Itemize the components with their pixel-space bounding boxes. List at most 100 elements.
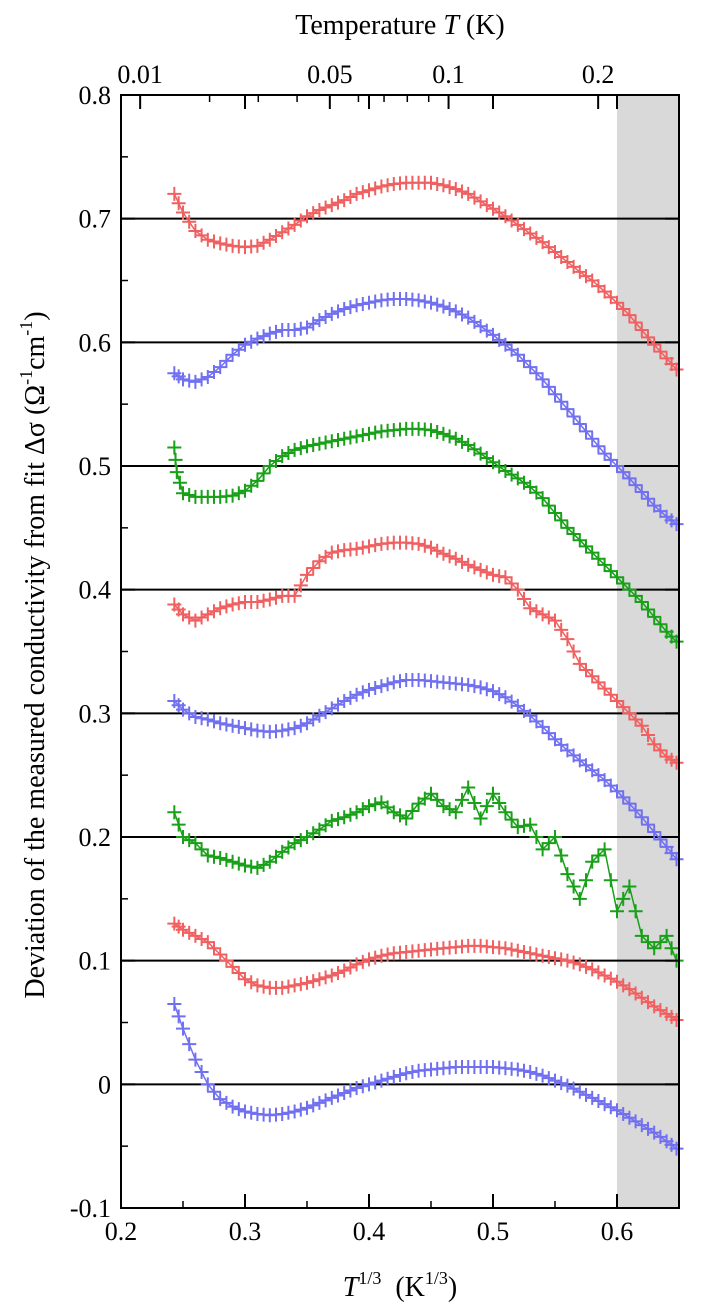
series-1-point-mid: [417, 294, 432, 309]
series-2-point: [622, 582, 637, 597]
series-2-point-mid: [355, 428, 370, 443]
series-7-point-mid: [318, 1093, 333, 1108]
reference-lines-group: [121, 217, 679, 1086]
series-1-point-mid: [256, 329, 271, 344]
series-4-point-mid: [479, 682, 494, 697]
series-4-point: [669, 852, 684, 867]
series-2-point-mid: [628, 588, 643, 603]
series-1-point: [349, 298, 364, 313]
series-3-point-mid: [355, 540, 370, 555]
series-5-point-mid: [405, 804, 420, 819]
y-tick-label: 0.2: [79, 823, 112, 852]
series-1-point-mid: [430, 297, 445, 312]
y-axis-title-text: Deviation of the measured conductivity f…: [20, 385, 51, 999]
series-3-point: [548, 613, 562, 628]
series-2-point: [634, 595, 649, 610]
series-0-point: [424, 175, 438, 190]
series-1-point: [411, 293, 426, 308]
series-3-point-mid: [479, 565, 494, 580]
series-4-point: [386, 675, 401, 690]
series-1: [167, 292, 684, 532]
series-3-point-mid: [306, 561, 321, 576]
series-3-point: [647, 737, 662, 752]
series-4-point: [622, 796, 637, 811]
series-0-point-mid: [207, 234, 221, 249]
y-axis-title-sup2: -1: [16, 321, 36, 336]
shaded-region-group: [617, 95, 679, 1208]
series-5-point-mid: [554, 848, 569, 863]
series-5-point: [510, 820, 525, 835]
series-5-point-mid: [579, 873, 593, 888]
series-5-point: [362, 799, 376, 814]
series-1-point-mid: [306, 316, 321, 331]
series-5-point-mid: [591, 848, 606, 863]
series-2-point: [167, 440, 182, 455]
series-2-point: [275, 449, 290, 464]
series-3-point-mid: [442, 549, 457, 564]
series-7-point-mid: [579, 1087, 593, 1102]
series-2-point-mid: [541, 498, 556, 513]
series-7-point-mid: [517, 1063, 531, 1078]
series-6-point: [287, 978, 302, 993]
series-2-point: [597, 557, 612, 572]
series-3-point: [486, 567, 500, 582]
series-3-point: [200, 607, 215, 622]
series-7-point: [188, 1052, 203, 1067]
series-5-point-mid: [194, 842, 209, 857]
series-1-point: [213, 360, 228, 375]
series-1-point-mid: [269, 324, 283, 339]
series-4-point-mid: [641, 817, 655, 832]
series-6-point: [510, 943, 525, 958]
top-tick-label: 0.01: [117, 60, 163, 89]
series-2-point-mid: [504, 467, 519, 482]
series-5-point-mid: [182, 833, 197, 848]
series-6-point: [324, 968, 339, 983]
series-7-point: [597, 1097, 612, 1112]
series-5-point-mid: [231, 856, 246, 871]
series-2-point-mid: [554, 513, 569, 528]
y-tick-label: 0.8: [79, 81, 112, 110]
series-5-point: [473, 811, 488, 826]
series-1-point: [436, 299, 451, 314]
series-2-point: [349, 429, 364, 444]
series-1-point: [176, 372, 190, 387]
series-2-point: [424, 423, 438, 438]
y-axis-title-sup1: -1: [16, 370, 36, 385]
series-7-point-mid: [554, 1076, 569, 1091]
top-tick-label: 0.2: [582, 60, 615, 89]
series-7-point: [324, 1090, 339, 1105]
series-5-point: [167, 805, 182, 820]
top-tick-label: 0.1: [432, 60, 465, 89]
series-7-point-mid: [368, 1075, 383, 1090]
series-4: [167, 672, 684, 867]
plot-frame-group: [120, 94, 680, 1209]
series-3-point: [424, 540, 438, 555]
series-5-point-mid: [603, 873, 618, 888]
series-3-point: [250, 595, 265, 610]
series-6-point: [312, 972, 327, 987]
series-2-point-mid: [331, 433, 345, 448]
series-2-point-mid: [430, 424, 445, 439]
series-0-point-mid: [380, 178, 395, 193]
series-1-point: [610, 459, 624, 473]
series-7-point-mid: [603, 1100, 618, 1115]
series-5-point: [238, 858, 252, 873]
x-tick-label: 0.2: [105, 1217, 138, 1246]
series-0-point: [610, 295, 624, 310]
series-7-point: [523, 1064, 538, 1079]
series-2-point-mid: [293, 441, 308, 456]
series-3-point: [634, 718, 649, 733]
series-4-point-mid: [207, 714, 221, 729]
series-0-point-mid: [343, 190, 358, 205]
series-4-point: [362, 682, 376, 697]
series-1-point-mid: [541, 379, 556, 394]
series-0-point: [312, 203, 327, 218]
x-tick-label: 0.6: [601, 1217, 634, 1246]
series-7-point-mid: [331, 1088, 345, 1103]
series-5-point: [436, 799, 451, 814]
series-6-point-mid: [603, 971, 618, 986]
series-5-point-mid: [467, 795, 482, 810]
series-2-point: [362, 426, 376, 441]
series-7-point: [167, 996, 182, 1011]
